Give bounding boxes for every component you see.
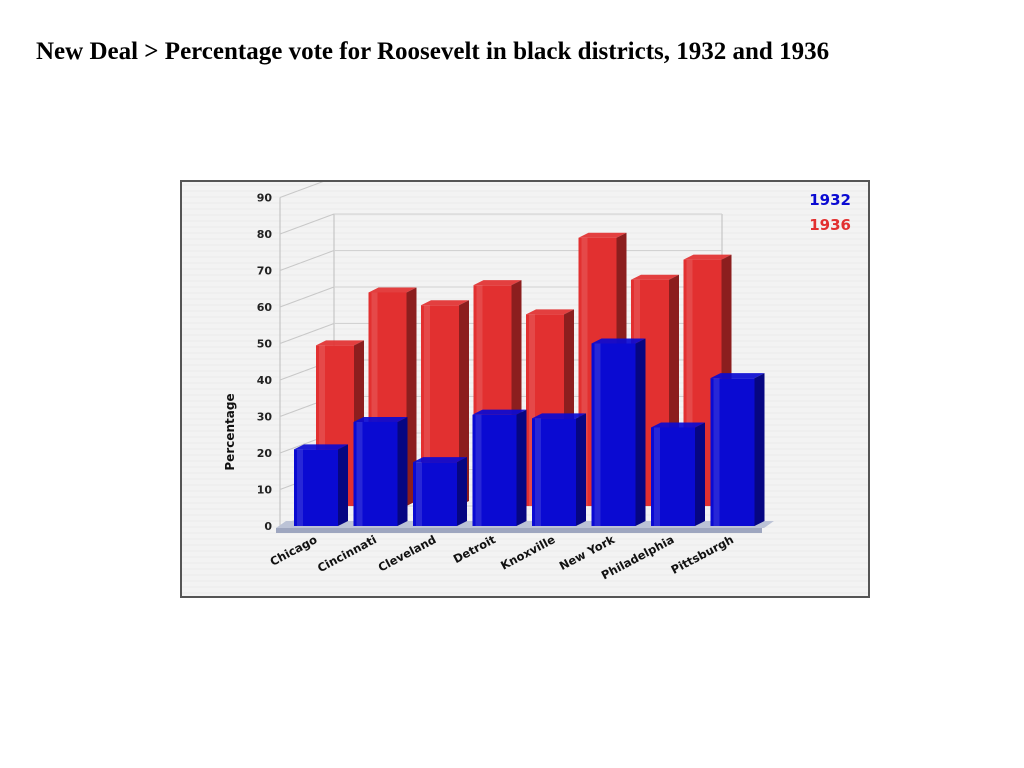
legend-1936: 1936 bbox=[809, 216, 851, 234]
bar-1932-new-york bbox=[591, 338, 646, 526]
bar-1932-detroit bbox=[472, 409, 527, 526]
bar-1932-knoxville-top bbox=[532, 413, 586, 419]
bar-1932-knoxville-highlight bbox=[535, 418, 541, 526]
bar-1932-cleveland bbox=[413, 457, 467, 526]
bar-1936-pittsburgh-top bbox=[683, 254, 732, 260]
bar-1932-cincinnati-top bbox=[353, 416, 408, 422]
bar-1932-philadelphia bbox=[651, 422, 705, 526]
bar-1932-cleveland-face bbox=[413, 462, 457, 526]
y-axis-ticks: 0 10 20 30 40 50 60 70 80 90 bbox=[257, 192, 273, 534]
bar-1932-chicago-face bbox=[294, 449, 338, 526]
bar-1936-detroit-top bbox=[473, 280, 522, 286]
bar-1932-pittsburgh-highlight bbox=[713, 378, 720, 526]
y-tick-label: 30 bbox=[257, 411, 273, 424]
bar-1936-pittsburgh-highlight bbox=[686, 259, 693, 506]
series-1932-bars bbox=[294, 338, 765, 526]
bar-1936-knoxville-highlight bbox=[529, 314, 535, 506]
bar-1932-pittsburgh-side bbox=[754, 373, 765, 526]
y-tick-label: 90 bbox=[257, 192, 273, 205]
gridline-diagonal bbox=[279, 250, 335, 271]
bar-1932-knoxville-face bbox=[532, 418, 576, 526]
bar-1932-chicago-side bbox=[338, 444, 348, 526]
y-tick-label: 0 bbox=[264, 520, 272, 533]
bar-1932-new-york-highlight bbox=[594, 343, 601, 526]
bar-1932-knoxville-side bbox=[576, 413, 586, 526]
legend-1932: 1932 bbox=[809, 191, 851, 209]
y-tick-label: 20 bbox=[257, 447, 273, 460]
bar-1932-cincinnati bbox=[353, 416, 408, 526]
bar-1932-philadelphia-highlight bbox=[654, 427, 660, 526]
bar-1932-philadelphia-top bbox=[651, 422, 705, 428]
bar-1932-cincinnati-side bbox=[397, 416, 408, 526]
bar-1936-cleveland-side bbox=[459, 300, 469, 506]
y-axis-title: Percentage bbox=[223, 393, 237, 470]
bar-1936-cincinnati-side bbox=[406, 287, 417, 506]
y-tick-label: 80 bbox=[257, 228, 273, 241]
gridline-diagonal bbox=[279, 213, 335, 235]
bar-1936-cleveland-top bbox=[421, 300, 469, 306]
bar-1936-cincinnati-highlight bbox=[371, 292, 378, 506]
bar-1932-pittsburgh-face bbox=[710, 378, 755, 526]
bar-1936-knoxville-top bbox=[526, 309, 574, 315]
chart-background bbox=[182, 182, 868, 596]
bar-1932-pittsburgh bbox=[710, 373, 765, 526]
bar-1932-new-york-top bbox=[591, 338, 646, 344]
bar-1932-detroit-side bbox=[516, 409, 527, 526]
bar-1932-detroit-highlight bbox=[475, 414, 482, 526]
bar-1932-chicago bbox=[294, 444, 348, 526]
bar-1932-pittsburgh-top bbox=[710, 373, 765, 379]
bar-1936-chicago-highlight bbox=[319, 345, 325, 506]
bar-1936-cincinnati-top bbox=[368, 287, 417, 293]
y-tick-label: 70 bbox=[257, 265, 273, 278]
bar-1932-new-york-face bbox=[591, 343, 636, 526]
bar-1936-new-york-highlight bbox=[581, 237, 588, 506]
bar-1932-chicago-top bbox=[294, 444, 348, 450]
bar-1932-detroit-top bbox=[472, 409, 527, 415]
bar-1936-chicago-top bbox=[316, 340, 364, 346]
floor-front bbox=[276, 528, 762, 533]
y-tick-label: 50 bbox=[257, 338, 273, 351]
bar-1936-new-york-top bbox=[578, 232, 627, 238]
slide-title: New Deal > Percentage vote for Roosevelt… bbox=[36, 38, 830, 65]
y-tick-label: 10 bbox=[257, 484, 273, 497]
bar-1932-philadelphia-face bbox=[651, 427, 695, 526]
bar-1932-cleveland-highlight bbox=[416, 462, 422, 526]
y-tick-label: 40 bbox=[257, 374, 273, 387]
bar-1932-new-york-side bbox=[635, 338, 646, 526]
bar-1932-cleveland-side bbox=[457, 457, 467, 526]
chart-frame: 0 10 20 30 40 50 60 70 80 90 Chicago Cincinnati Cle… bbox=[180, 180, 870, 598]
bar-1936-detroit-highlight bbox=[476, 285, 483, 506]
gridline-diagonal bbox=[279, 323, 335, 344]
bar-1932-knoxville bbox=[532, 413, 586, 526]
bar-1932-cincinnati-highlight bbox=[356, 421, 363, 526]
bar-1936-cleveland-highlight bbox=[424, 305, 430, 506]
y-tick-label: 60 bbox=[257, 301, 273, 314]
bar-1932-detroit-face bbox=[472, 414, 517, 526]
bar-1932-cleveland-top bbox=[413, 457, 467, 463]
bar-1932-cincinnati-face bbox=[353, 421, 398, 526]
bar-1932-philadelphia-side bbox=[695, 422, 705, 526]
gridline-diagonal bbox=[279, 182, 324, 198]
legend: 1932 1936 bbox=[809, 191, 851, 234]
bar-1936-philadelphia-top bbox=[631, 274, 679, 280]
bar-1932-chicago-highlight bbox=[297, 449, 303, 526]
gridline-diagonal bbox=[279, 286, 335, 308]
